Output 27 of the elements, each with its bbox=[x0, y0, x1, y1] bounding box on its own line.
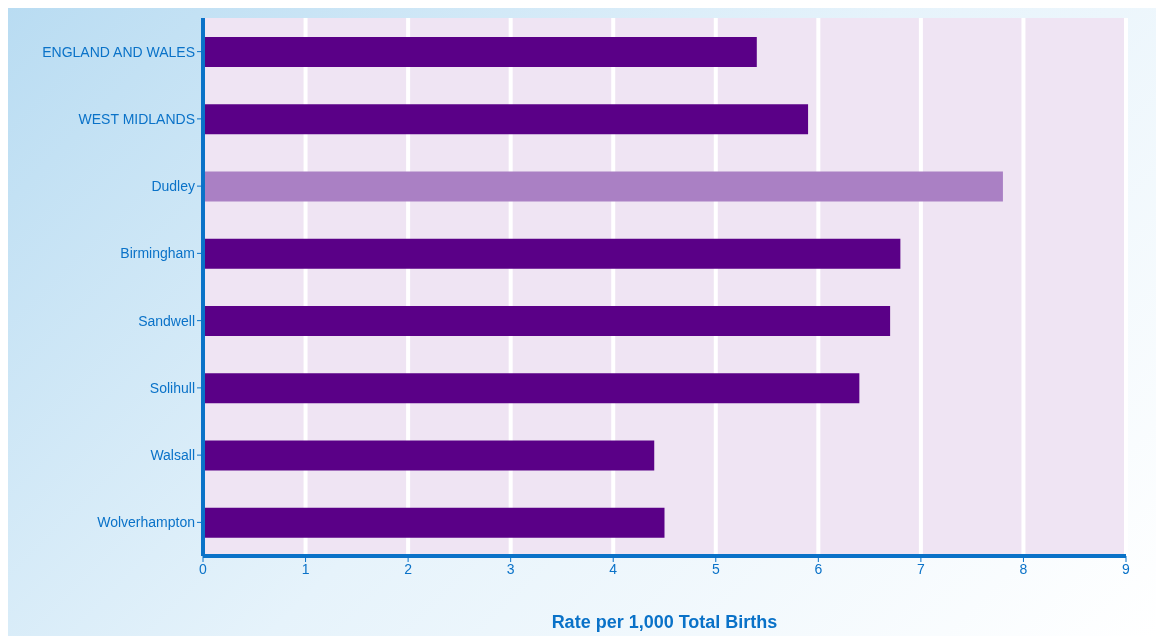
bar bbox=[203, 440, 655, 471]
bar bbox=[203, 306, 891, 336]
x-tick-label: 5 bbox=[711, 560, 720, 577]
bar bbox=[203, 507, 665, 538]
bar bbox=[203, 373, 860, 404]
x-tick-label: 1 bbox=[301, 560, 310, 577]
y-tick-label: Wolverhampton bbox=[97, 514, 195, 531]
y-tick-label: ENGLAND AND WALES bbox=[42, 43, 195, 60]
x-tick-label: 2 bbox=[404, 560, 413, 577]
x-tick-label: 6 bbox=[814, 560, 823, 577]
bar bbox=[203, 171, 1003, 202]
bar bbox=[203, 37, 757, 67]
y-tick-label: Dudley bbox=[151, 178, 195, 195]
x-tick-label: 3 bbox=[506, 560, 515, 577]
y-tick-label: Birmingham bbox=[120, 245, 195, 262]
bar bbox=[203, 104, 809, 135]
x-tick-label: 7 bbox=[916, 560, 925, 577]
y-tick-label: Walsall bbox=[150, 447, 195, 464]
x-tick-label: 4 bbox=[609, 560, 618, 577]
x-tick-label: 9 bbox=[1122, 560, 1131, 577]
bar bbox=[203, 238, 901, 269]
y-tick-label: Sandwell bbox=[138, 312, 195, 329]
x-axis-title: Rate per 1,000 Total Births bbox=[551, 612, 778, 632]
x-tick-label: 8 bbox=[1019, 560, 1028, 577]
y-tick-label: Solihull bbox=[149, 379, 195, 396]
x-tick-label: 0 bbox=[199, 560, 208, 577]
y-tick-label: WEST MIDLANDS bbox=[78, 110, 195, 127]
